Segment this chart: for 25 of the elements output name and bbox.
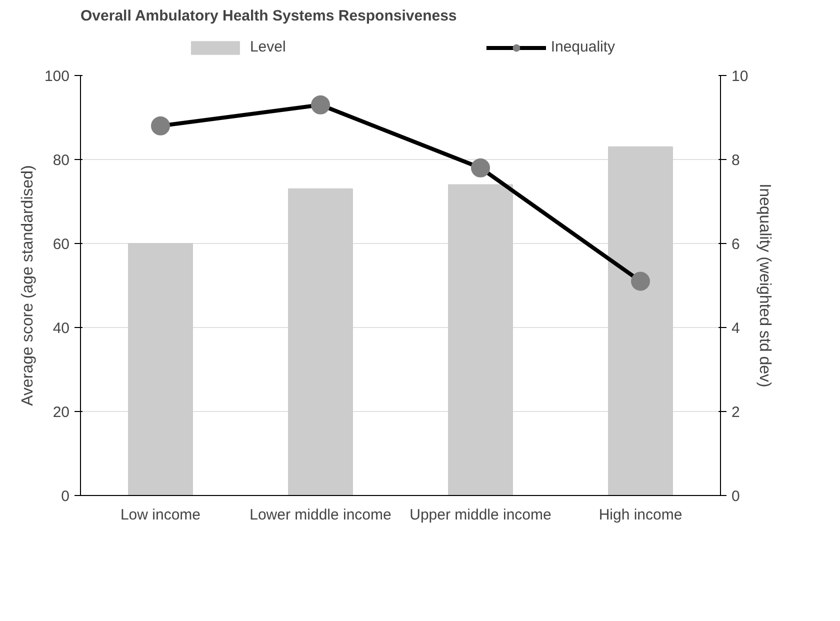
y2-tick-label: 10	[732, 68, 748, 85]
x-tick-label: Lower middle income	[250, 506, 392, 524]
legend-label: Inequality	[550, 38, 616, 56]
y2-tick-label: 2	[732, 404, 740, 421]
y-tick-label: 40	[52, 320, 70, 337]
y2-axis-title: Inequality (weighted std dev)	[756, 184, 774, 388]
y2-tick-label: 6	[732, 236, 740, 253]
bar	[128, 243, 193, 496]
y-axis-title: Average score (age standardised)	[19, 165, 36, 406]
y2-tick-label: 0	[732, 488, 740, 505]
y-tick-label: 100	[44, 68, 70, 85]
y-tick-label: 80	[52, 152, 70, 169]
y2-tick-label: 4	[732, 320, 740, 337]
chart-title: Overall Ambulatory Health Systems Responsiveness	[80, 8, 457, 24]
y-tick-label: 60	[52, 236, 70, 253]
x-tick-label: Upper middle income	[410, 506, 552, 524]
y-tick-label: 20	[52, 404, 70, 421]
bar	[288, 188, 353, 496]
legend-label: Level	[250, 38, 286, 56]
y2-tick-label: 8	[732, 152, 740, 169]
bar	[448, 184, 513, 496]
x-tick-label: Low income	[120, 506, 201, 524]
y-tick-label: 0	[61, 488, 70, 505]
x-tick-label: High income	[598, 506, 682, 524]
bar	[608, 146, 673, 496]
